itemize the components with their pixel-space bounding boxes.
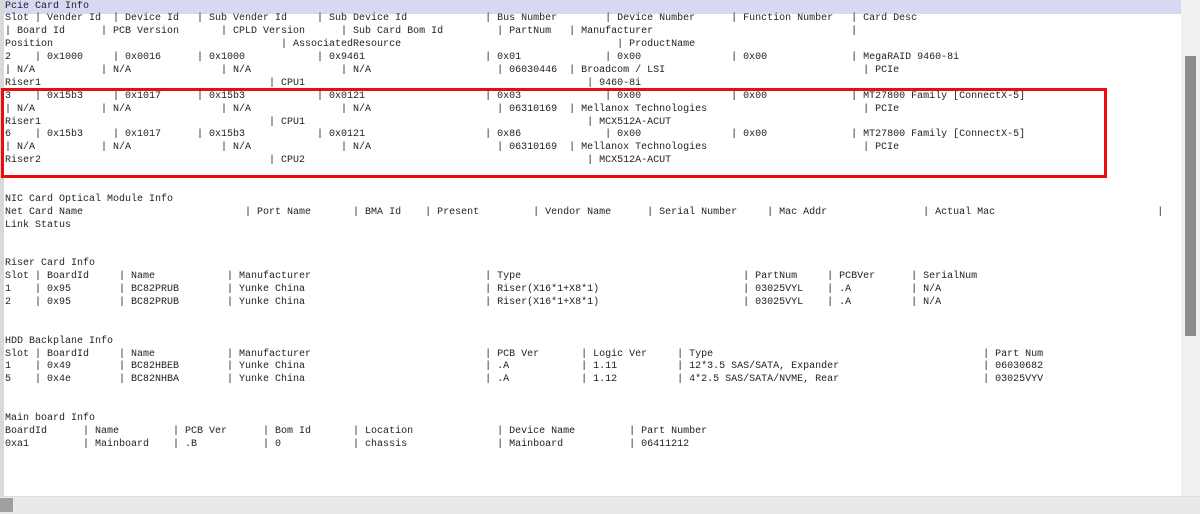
selected-line-highlight	[4, 0, 1181, 14]
console-line: Main board Info	[5, 413, 96, 424]
console-line: Pcie Card Info	[5, 0, 90, 12]
console-line: Slot | BoardId | Name | Manufacturer | P…	[5, 348, 1044, 360]
console-line: Slot | BoardId | Name | Manufacturer | T…	[5, 271, 978, 283]
console-line: 6 | 0x15b3 | 0x1017 | 0x15b3 | 0x0121 | …	[5, 129, 1026, 141]
console-line: Link Status	[5, 219, 72, 231]
console-line: | Board Id | PCB Version | CPLD Version …	[5, 26, 858, 38]
console-line	[5, 387, 1180, 400]
console-line: 0xa1 | Mainboard | .B | 0 | chassis | Ma…	[5, 438, 690, 450]
horizontal-scrollbar-thumb[interactable]	[0, 498, 13, 512]
console-line: 1 | 0x49 | BC82HBEB | Yunke China | .A |…	[5, 361, 1044, 373]
console-line: Riser1 | CPU1 | 9460-8i	[5, 77, 642, 89]
console-line: 2 | 0x95 | BC82PRUB | Yunke China | Rise…	[5, 296, 942, 308]
horizontal-scrollbar[interactable]	[0, 496, 1200, 514]
console-line: HDD Backplane Info	[5, 335, 114, 347]
console-line: 1 | 0x95 | BC82PRUB | Yunke China | Rise…	[5, 284, 942, 296]
console-line	[5, 233, 1180, 246]
vertical-scrollbar[interactable]	[1181, 0, 1200, 514]
console-line: Riser Card Info	[5, 258, 96, 270]
console-output: Pcie Card Info Slot | Vender Id | Device …	[5, 1, 1180, 453]
left-gutter	[0, 0, 4, 514]
console-line: Slot | Vender Id | Device Id | Sub Vende…	[5, 13, 918, 25]
console-line	[5, 181, 1180, 194]
console-line: Net Card Name | Port Name | BMA Id | Pre…	[5, 206, 1164, 218]
console-line: 3 | 0x15b3 | 0x1017 | 0x15b3 | 0x0121 | …	[5, 90, 1026, 102]
console-line: NIC Card Optical Module Info	[5, 193, 174, 205]
console-line: Position | AssociatedResource | ProductN…	[5, 39, 696, 51]
console-line: | N/A | N/A | N/A | N/A | 06030446 | Bro…	[5, 64, 900, 76]
console-line: Riser2 | CPU2 | MCX512A-ACUT	[5, 155, 672, 167]
console-line	[5, 310, 1180, 323]
console-line: 2 | 0x1000 | 0x0016 | 0x1000 | 0x9461 | …	[5, 52, 960, 64]
console-line: 5 | 0x4e | BC82NHBA | Yunke China | .A |…	[5, 374, 1044, 386]
console-line: Riser1 | CPU1 | MCX512A-ACUT	[5, 116, 672, 128]
vertical-scrollbar-thumb[interactable]	[1185, 56, 1196, 336]
console-line: | N/A | N/A | N/A | N/A | 06310169 | Mel…	[5, 103, 900, 115]
console-line	[5, 400, 1180, 413]
console-line: | N/A | N/A | N/A | N/A | 06310169 | Mel…	[5, 142, 900, 154]
console-line	[5, 168, 1180, 181]
console-line	[5, 245, 1180, 258]
console-line	[5, 323, 1180, 336]
console-line: BoardId | Name | PCB Ver | Bom Id | Loca…	[5, 425, 708, 437]
